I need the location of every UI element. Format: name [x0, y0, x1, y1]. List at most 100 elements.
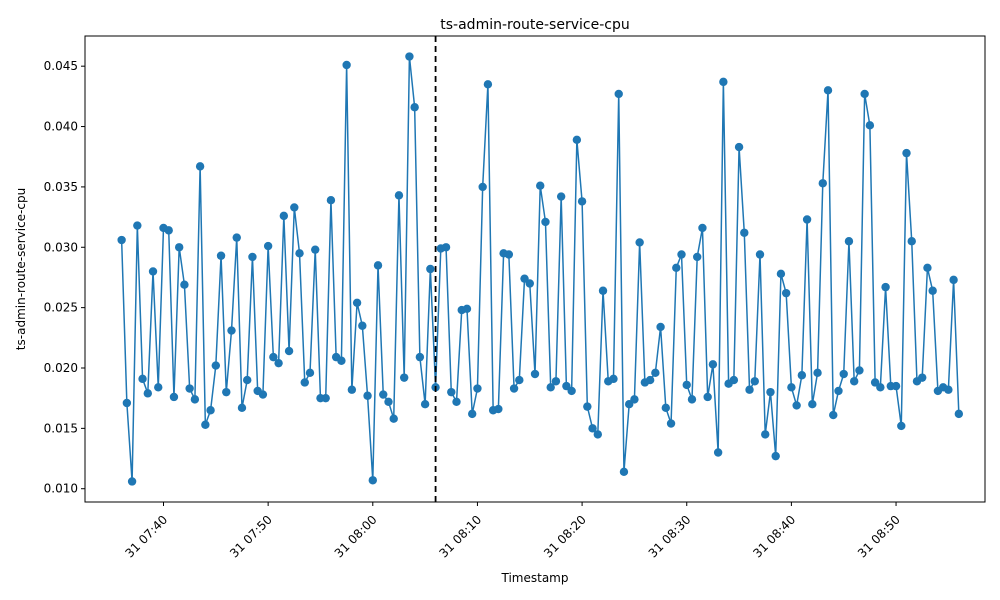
- data-point: [326, 195, 336, 205]
- data-point: [881, 282, 890, 292]
- data-point: [536, 181, 545, 190]
- data-point: [195, 162, 205, 171]
- data-point: [368, 476, 377, 485]
- data-point: [222, 387, 231, 397]
- data-point: [761, 430, 770, 439]
- chart-title: ts-admin-route-service-cpu: [440, 17, 629, 33]
- data-point: [661, 403, 671, 413]
- y-tick-label: 0.010: [44, 482, 78, 496]
- data-point: [258, 390, 268, 399]
- data-point: [248, 252, 257, 262]
- data-point: [750, 377, 759, 386]
- data-point: [787, 383, 796, 392]
- data-point: [792, 401, 801, 410]
- data-point: [619, 467, 629, 477]
- data-point: [740, 228, 749, 237]
- data-point: [577, 197, 587, 206]
- data-point: [473, 384, 482, 393]
- data-point: [907, 237, 916, 246]
- data-point: [698, 223, 707, 233]
- data-point: [206, 406, 215, 415]
- y-tick-label: 0.045: [44, 59, 78, 73]
- data-point: [954, 409, 964, 419]
- data-point: [708, 360, 718, 369]
- data-point: [693, 252, 702, 262]
- data-point: [174, 243, 184, 252]
- data-point: [452, 397, 461, 406]
- data-point: [180, 280, 189, 289]
- data-point: [766, 387, 775, 397]
- data-point: [426, 264, 435, 274]
- data-point: [530, 369, 540, 379]
- data-point: [682, 380, 691, 390]
- data-point: [237, 403, 247, 413]
- data-point: [138, 374, 147, 384]
- data-point: [509, 384, 519, 393]
- data-point: [515, 375, 524, 385]
- data-point: [143, 389, 152, 398]
- data-point: [583, 402, 592, 411]
- data-point: [944, 385, 953, 394]
- data-point: [729, 375, 739, 385]
- data-point: [703, 392, 712, 402]
- data-point: [305, 368, 315, 378]
- y-axis: 0.010 0.015 0.020 0.025 0.030 0.035 0.040 0.045: [44, 59, 85, 496]
- x-axis-title: Timestamp: [501, 571, 569, 585]
- data-point: [410, 103, 419, 112]
- data-point: [928, 286, 937, 295]
- y-tick-label: 0.035: [44, 180, 78, 194]
- data-point: [598, 286, 608, 295]
- data-point: [201, 420, 210, 429]
- data-point: [478, 182, 487, 192]
- data-point: [656, 322, 665, 332]
- data-point: [860, 89, 869, 99]
- data-point: [672, 263, 681, 272]
- data-point: [373, 261, 383, 270]
- data-point: [849, 377, 859, 386]
- data-point: [839, 369, 848, 379]
- data-point: [468, 409, 477, 419]
- data-point: [829, 410, 838, 420]
- data-point: [358, 321, 367, 330]
- data-point: [462, 304, 472, 314]
- y-tick-label: 0.025: [44, 301, 78, 315]
- data-point: [363, 391, 372, 400]
- data-point: [734, 142, 744, 152]
- data-point: [243, 375, 252, 385]
- data-point: [279, 211, 289, 221]
- data-point: [897, 421, 906, 431]
- data-point: [651, 368, 660, 378]
- axes-frame: [84, 35, 986, 503]
- data-point: [169, 392, 179, 402]
- data-point: [190, 395, 200, 404]
- data-point: [232, 233, 241, 242]
- data-point: [227, 326, 236, 335]
- data-point: [541, 217, 550, 227]
- data-point: [321, 393, 330, 403]
- data-point: [614, 89, 623, 99]
- data-point: [394, 191, 404, 200]
- data-point: [745, 385, 754, 394]
- plot-area: [117, 36, 964, 502]
- data-point: [593, 430, 602, 439]
- data-point: [677, 250, 686, 259]
- data-point: [133, 221, 142, 230]
- data-point: [609, 374, 618, 384]
- data-point: [813, 368, 822, 378]
- y-tick-label: 0.020: [44, 361, 78, 375]
- data-point: [211, 361, 221, 370]
- data-point: [666, 419, 676, 428]
- data-point: [572, 135, 582, 145]
- data-point: [352, 298, 362, 307]
- data-point: [834, 386, 843, 396]
- data-point: [399, 373, 409, 382]
- data-point: [876, 383, 885, 392]
- data-point: [525, 279, 534, 288]
- data-point: [713, 448, 723, 457]
- data-point: [802, 215, 812, 224]
- data-point: [891, 381, 901, 391]
- y-tick-label: 0.040: [44, 120, 78, 134]
- data-point: [117, 235, 126, 245]
